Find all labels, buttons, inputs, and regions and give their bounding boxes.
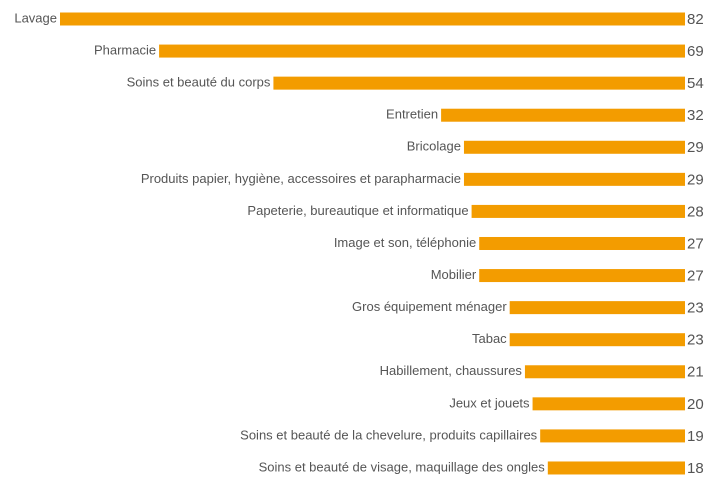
- value-label: 18: [687, 460, 704, 477]
- bar: [532, 397, 685, 411]
- category-label: Papeterie, bureautique et informatique: [247, 203, 468, 218]
- category-label: Soins et beauté de visage, maquillage de…: [259, 459, 546, 474]
- value-label: 27: [687, 235, 704, 252]
- category-label: Bricolage: [407, 139, 461, 154]
- value-label: 21: [687, 364, 704, 381]
- bar: [509, 301, 685, 315]
- bar: [463, 140, 685, 154]
- bar: [479, 236, 685, 250]
- category-label: Habillement, chaussures: [380, 363, 523, 378]
- value-label: 82: [687, 11, 704, 28]
- category-label: Produits papier, hygiène, accessoires et…: [141, 171, 461, 186]
- value-label: 54: [687, 75, 704, 92]
- bar: [463, 172, 685, 186]
- bar: [471, 204, 685, 218]
- value-label: 29: [687, 171, 704, 188]
- category-label: Entretien: [386, 107, 438, 122]
- category-label: Gros équipement ménager: [352, 299, 507, 314]
- category-label: Soins et beauté de la chevelure, produit…: [240, 427, 538, 442]
- bar: [159, 44, 685, 58]
- bar: [273, 76, 685, 90]
- value-label: 23: [687, 300, 704, 317]
- value-label: 28: [687, 203, 704, 220]
- category-label: Pharmacie: [94, 43, 156, 58]
- bar: [479, 269, 685, 283]
- value-label: 32: [687, 107, 704, 124]
- value-label: 23: [687, 332, 704, 349]
- value-label: 29: [687, 139, 704, 156]
- bar: [540, 429, 685, 443]
- category-label: Jeux et jouets: [449, 395, 530, 410]
- category-label: Image et son, téléphonie: [334, 235, 476, 250]
- category-label: Tabac: [472, 331, 507, 346]
- bar: [60, 12, 685, 26]
- bar: [509, 333, 685, 347]
- value-label: 69: [687, 43, 704, 60]
- category-label: Lavage: [14, 10, 57, 25]
- category-label: Mobilier: [431, 267, 477, 282]
- bar: [441, 108, 685, 122]
- value-label: 27: [687, 268, 704, 285]
- bar: [547, 461, 685, 475]
- value-label: 20: [687, 396, 704, 413]
- category-label: Soins et beauté du corps: [127, 75, 271, 90]
- bar: [524, 365, 685, 379]
- value-label: 19: [687, 428, 704, 445]
